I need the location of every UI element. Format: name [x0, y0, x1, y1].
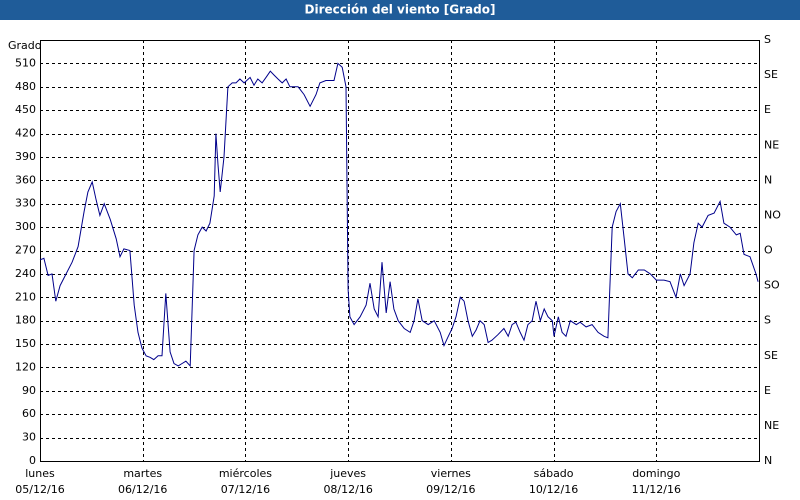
- y-tick-label: 240: [15, 267, 36, 280]
- x-tick-date: 08/12/16: [323, 483, 372, 496]
- y-tick-label: 0: [29, 454, 36, 467]
- y2-tick-label: SE: [764, 68, 778, 81]
- chart-title: Dirección del viento [Grado]: [305, 3, 496, 17]
- y2-tick-label: E: [764, 103, 771, 116]
- y-tick-label: 330: [15, 197, 36, 210]
- x-tick-label: miércoles: [219, 467, 272, 480]
- y2-tick-label: SO: [764, 279, 780, 292]
- y2-tick-label: O: [764, 244, 773, 257]
- x-tick-date: 07/12/16: [221, 483, 270, 496]
- x-tick-label: sábado: [534, 467, 574, 480]
- y2-tick-label: NO: [764, 208, 781, 221]
- x-tick-label: martes: [123, 467, 162, 480]
- y2-tick-label: S: [764, 314, 771, 327]
- y-tick-label: 390: [15, 150, 36, 163]
- y2-tick-label: NE: [764, 419, 779, 432]
- x-tick-date: 05/12/16: [15, 483, 64, 496]
- y-axis-label: Grado: [8, 39, 42, 52]
- y-tick-label: 300: [15, 220, 36, 233]
- y2-tick-label: N: [764, 454, 772, 467]
- y2-tick-label: NE: [764, 138, 779, 151]
- y2-tick-label: S: [764, 33, 771, 46]
- y2-tick-label: N: [764, 173, 772, 186]
- y-tick-label: 480: [15, 80, 36, 93]
- y2-tick-label: E: [764, 384, 771, 397]
- y-tick-label: 360: [15, 173, 36, 186]
- x-tick-label: viernes: [431, 467, 471, 480]
- y-tick-label: 210: [15, 290, 36, 303]
- x-tick-date: 11/12/16: [632, 483, 681, 496]
- y-tick-label: 30: [22, 431, 36, 444]
- x-tick-date: 06/12/16: [118, 483, 167, 496]
- x-tick-date: 09/12/16: [426, 483, 475, 496]
- y-tick-label: 420: [15, 127, 36, 140]
- x-tick-label: domingo: [632, 467, 680, 480]
- y-tick-label: 150: [15, 337, 36, 350]
- y-tick-label: 60: [22, 407, 36, 420]
- title-bar: [0, 0, 800, 20]
- x-tick-date: 10/12/16: [529, 483, 578, 496]
- y-tick-label: 120: [15, 360, 36, 373]
- y2-tick-label: SE: [764, 349, 778, 362]
- x-tick-label: lunes: [25, 467, 55, 480]
- y-tick-label: 270: [15, 244, 36, 257]
- y-tick-label: 450: [15, 103, 36, 116]
- y-tick-label: 180: [15, 314, 36, 327]
- y-tick-label: 510: [15, 56, 36, 69]
- series-line: [39, 62, 759, 368]
- plot-frame: [40, 40, 760, 462]
- y-tick-label: 90: [22, 384, 36, 397]
- x-tick-label: jueves: [329, 467, 366, 480]
